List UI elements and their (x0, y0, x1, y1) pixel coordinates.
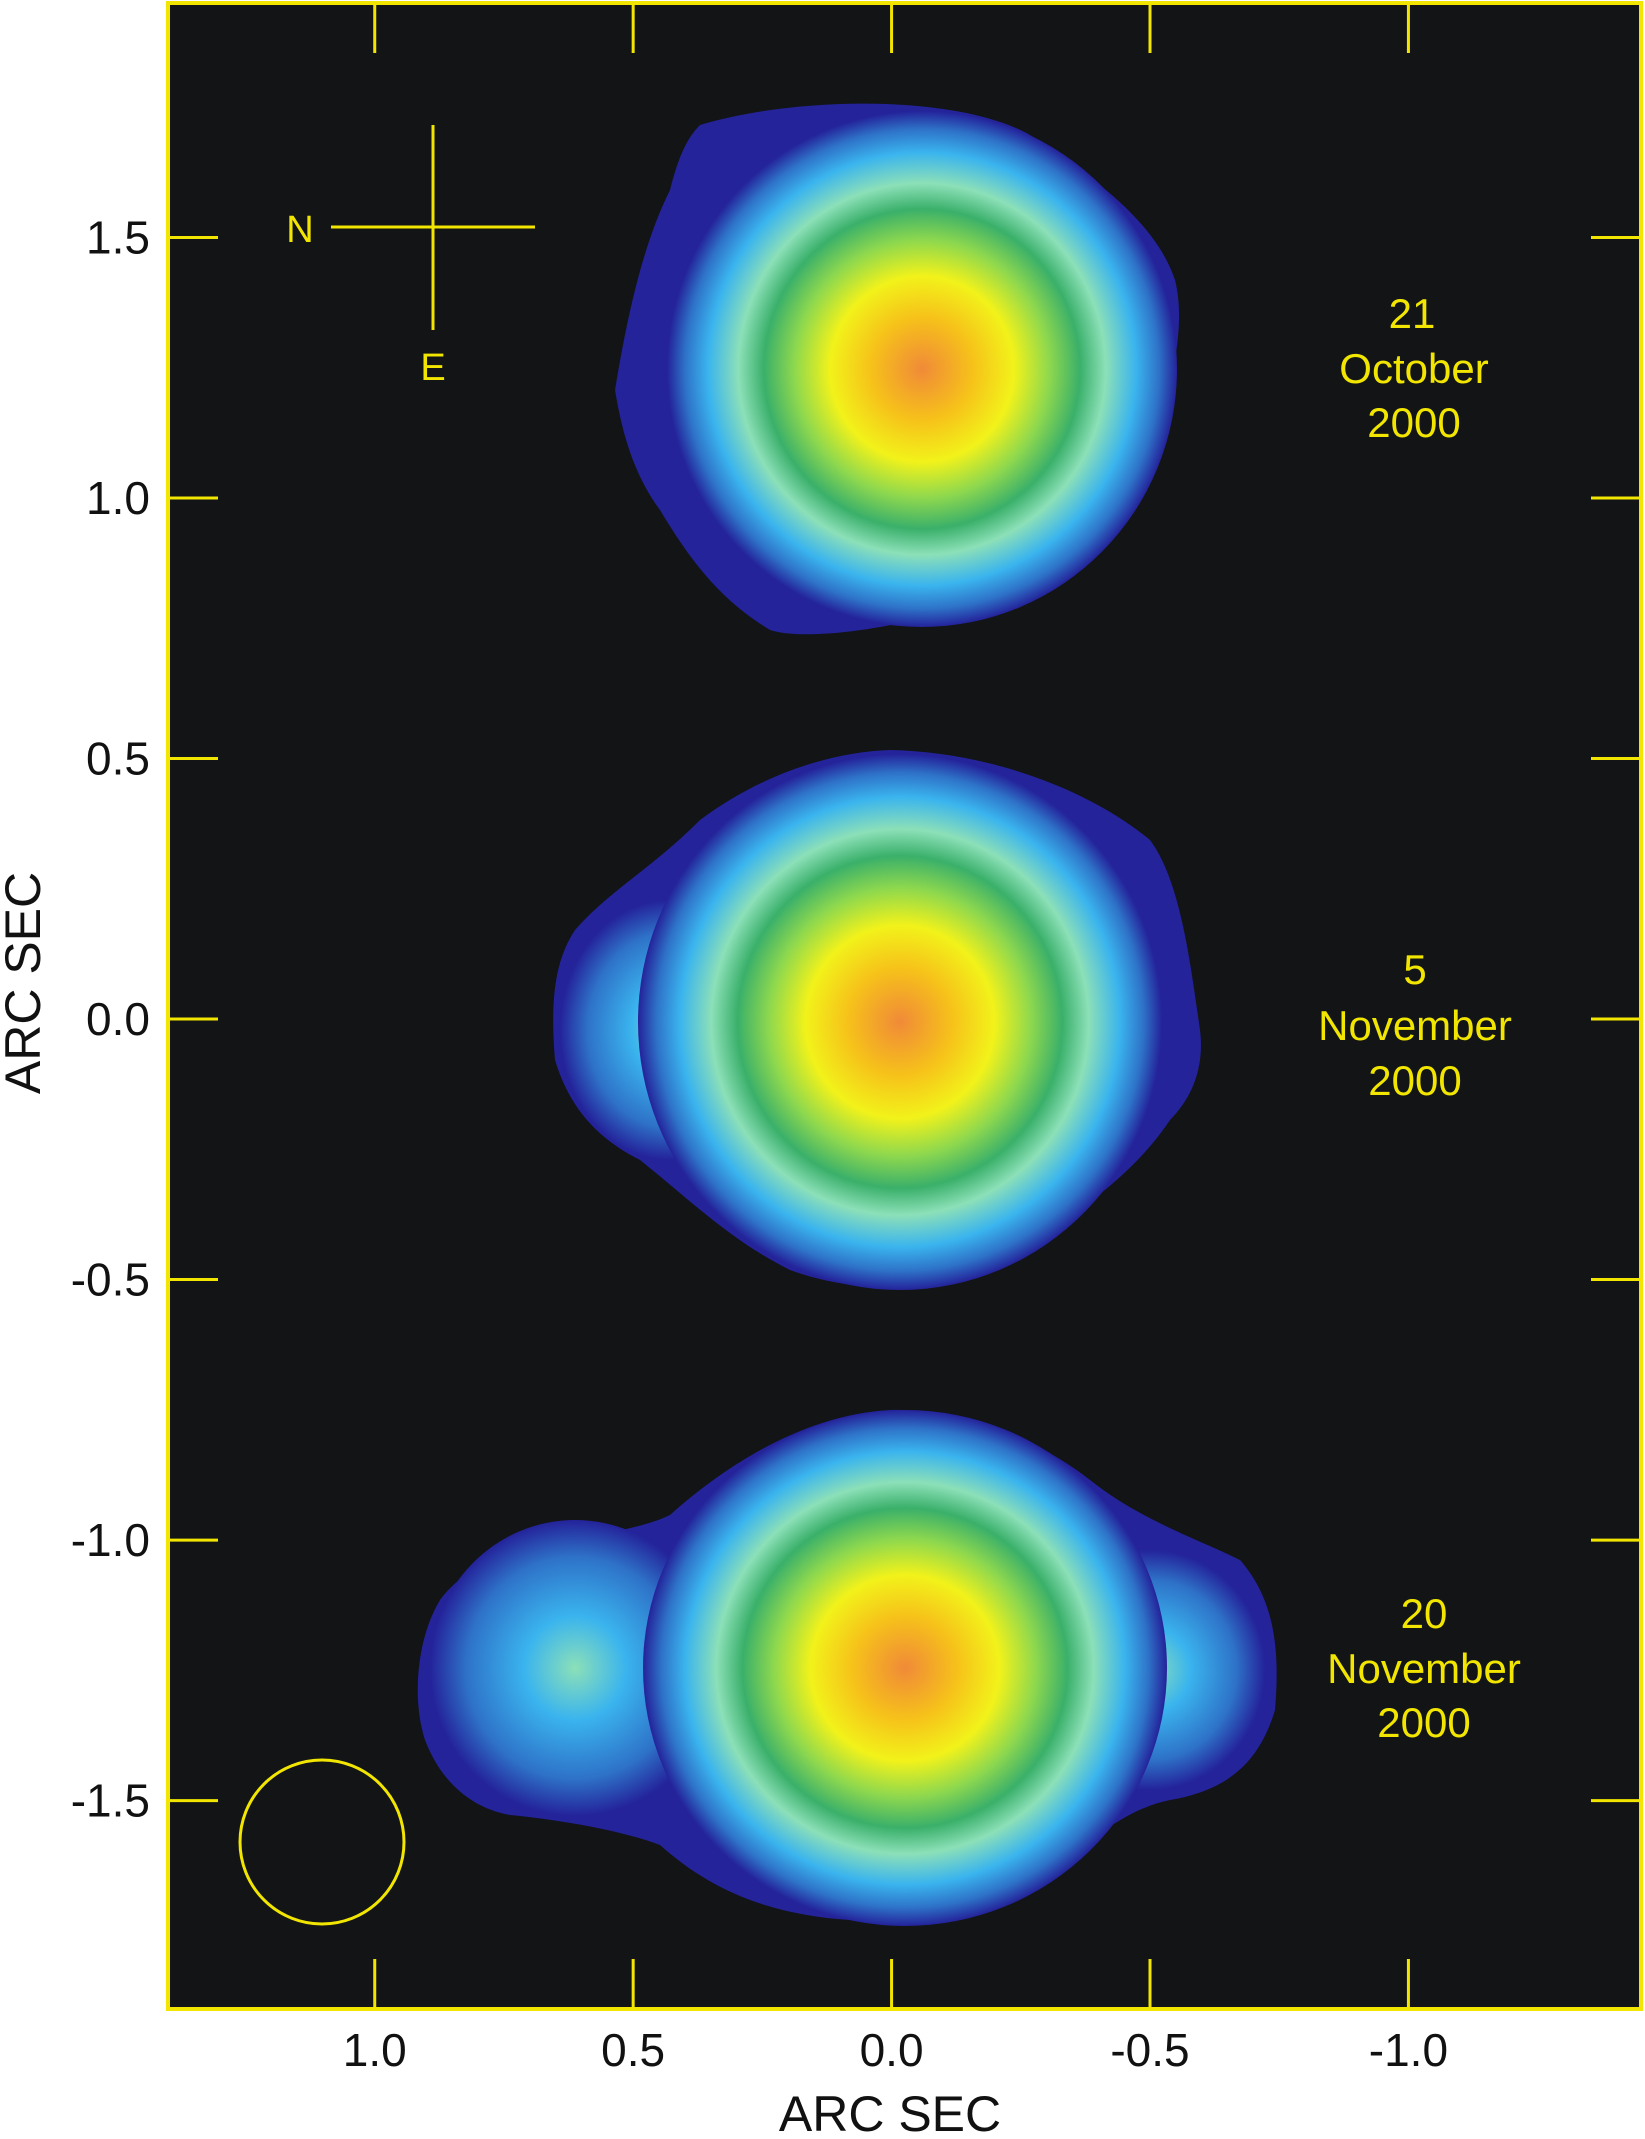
epoch-2-day: 5 (1403, 946, 1426, 993)
epoch-3-annotation: 20 November 2000 (1327, 1590, 1521, 1746)
x-tick-label: -0.5 (1110, 2024, 1189, 2076)
compass-north-label: N (286, 209, 313, 251)
epoch-1-core (667, 111, 1177, 627)
x-tick-labels: 1.0 0.5 0.0 -0.5 -1.0 (343, 2024, 1448, 2076)
epoch-2-month: November (1318, 1002, 1512, 1049)
epoch-3-source (417, 1409, 1277, 1926)
y-tick-labels: 1.5 1.0 0.5 0.0 -0.5 -1.0 -1.5 (71, 211, 150, 1826)
x-axis-label: ARC SEC (779, 2086, 1001, 2139)
epoch-1-annotation: 21 October 2000 (1339, 290, 1488, 446)
x-tick-label: 0.5 (601, 2024, 665, 2076)
y-tick-label: 0.5 (86, 733, 150, 785)
y-tick-label: -1.5 (71, 1775, 150, 1827)
y-axis-label: ARC SEC (0, 872, 51, 1094)
epoch-3-western-component (430, 1520, 720, 1816)
epoch-1-day: 21 (1389, 290, 1436, 337)
y-tick-label: -1.0 (71, 1514, 150, 1566)
x-tick-label: 0.0 (860, 2024, 924, 2076)
axis-ticks (168, 3, 1641, 2009)
y-tick-label: -0.5 (71, 1254, 150, 1306)
epoch-3-day: 20 (1401, 1590, 1448, 1637)
plot-frame (166, 1, 1643, 2011)
epoch-2-source (553, 750, 1201, 1290)
x-tick-label: 1.0 (343, 2024, 407, 2076)
epoch-3-year: 2000 (1377, 1699, 1470, 1746)
y-tick-label: 1.5 (86, 211, 150, 263)
epoch-2-year: 2000 (1368, 1057, 1461, 1104)
epoch-2-core (638, 754, 1162, 1290)
beam-circle-icon (238, 1758, 406, 1926)
y-tick-label: 0.0 (86, 993, 150, 1045)
epoch-1-month: October (1339, 345, 1488, 392)
x-tick-label: -1.0 (1369, 2024, 1448, 2076)
epoch-2-annotation: 5 November 2000 (1318, 946, 1512, 1104)
epoch-3-core (643, 1410, 1167, 1926)
y-tick-label: 1.0 (86, 472, 150, 524)
epoch-1-source (615, 103, 1180, 635)
epoch-1-year: 2000 (1367, 399, 1460, 446)
compass-east-label: E (420, 347, 445, 389)
epoch-3-month: November (1327, 1645, 1521, 1692)
compass: N E (286, 125, 535, 389)
